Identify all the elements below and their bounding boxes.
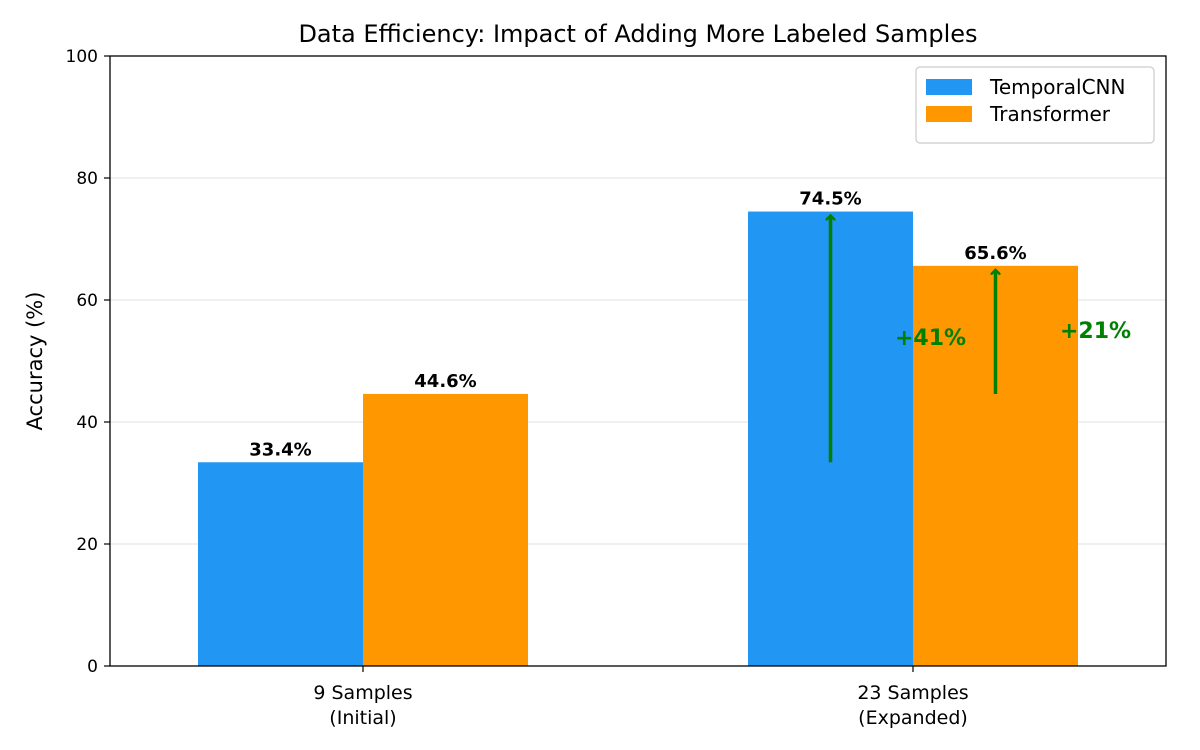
value-labels: 33.4% 74.5% 44.6% 65.6% bbox=[249, 189, 1026, 461]
bar-transformer-0 bbox=[363, 393, 528, 666]
x-axis-ticks: 9 Samples (Initial) 23 Samples (Expanded) bbox=[313, 666, 969, 729]
legend-label-transformer: Transformer bbox=[989, 102, 1111, 126]
value-label-transformer-1: 65.6% bbox=[964, 243, 1026, 264]
y-axis-ticks: 0 20 40 60 80 100 bbox=[66, 47, 110, 677]
x-tick-label-line: (Expanded) bbox=[858, 707, 968, 729]
value-label-transformer-0: 44.6% bbox=[414, 371, 476, 392]
y-axis-title: Accuracy (%) bbox=[23, 292, 47, 431]
legend-label-temporalcnn: TemporalCNN bbox=[989, 75, 1125, 99]
bar-temporalcnn-0 bbox=[198, 462, 363, 666]
annotation-label-1: +21% bbox=[1060, 319, 1131, 344]
y-tick-label-60: 60 bbox=[76, 291, 98, 311]
legend-swatch-temporalcnn bbox=[926, 79, 972, 95]
y-tick-label-100: 100 bbox=[66, 47, 98, 67]
chart-title: Data Efficiency: Impact of Adding More L… bbox=[298, 20, 977, 48]
y-tick-label-40: 40 bbox=[76, 413, 98, 433]
annotation-label-0: +41% bbox=[895, 326, 966, 351]
x-tick-label-line: (Initial) bbox=[329, 707, 396, 729]
legend: TemporalCNN Transformer bbox=[915, 66, 1155, 144]
y-tick-label-20: 20 bbox=[76, 535, 98, 555]
plot-frame bbox=[109, 55, 1167, 667]
y-tick-label-80: 80 bbox=[76, 169, 98, 189]
value-label-temporalcnn-1: 74.5% bbox=[799, 189, 861, 210]
value-label-temporalcnn-0: 33.4% bbox=[249, 439, 311, 460]
x-tick-label-line: 9 Samples bbox=[313, 682, 412, 704]
x-tick-label-0: 9 Samples (Initial) bbox=[313, 682, 412, 729]
x-tick-label-line: 23 Samples bbox=[857, 682, 968, 704]
annotations: +41% +21% bbox=[831, 216, 1131, 463]
legend-box bbox=[915, 66, 1155, 144]
bars bbox=[198, 211, 1078, 667]
y-tick-label-0: 0 bbox=[87, 657, 98, 677]
x-tick-label-1: 23 Samples (Expanded) bbox=[857, 682, 968, 729]
legend-swatch-transformer bbox=[926, 106, 972, 122]
